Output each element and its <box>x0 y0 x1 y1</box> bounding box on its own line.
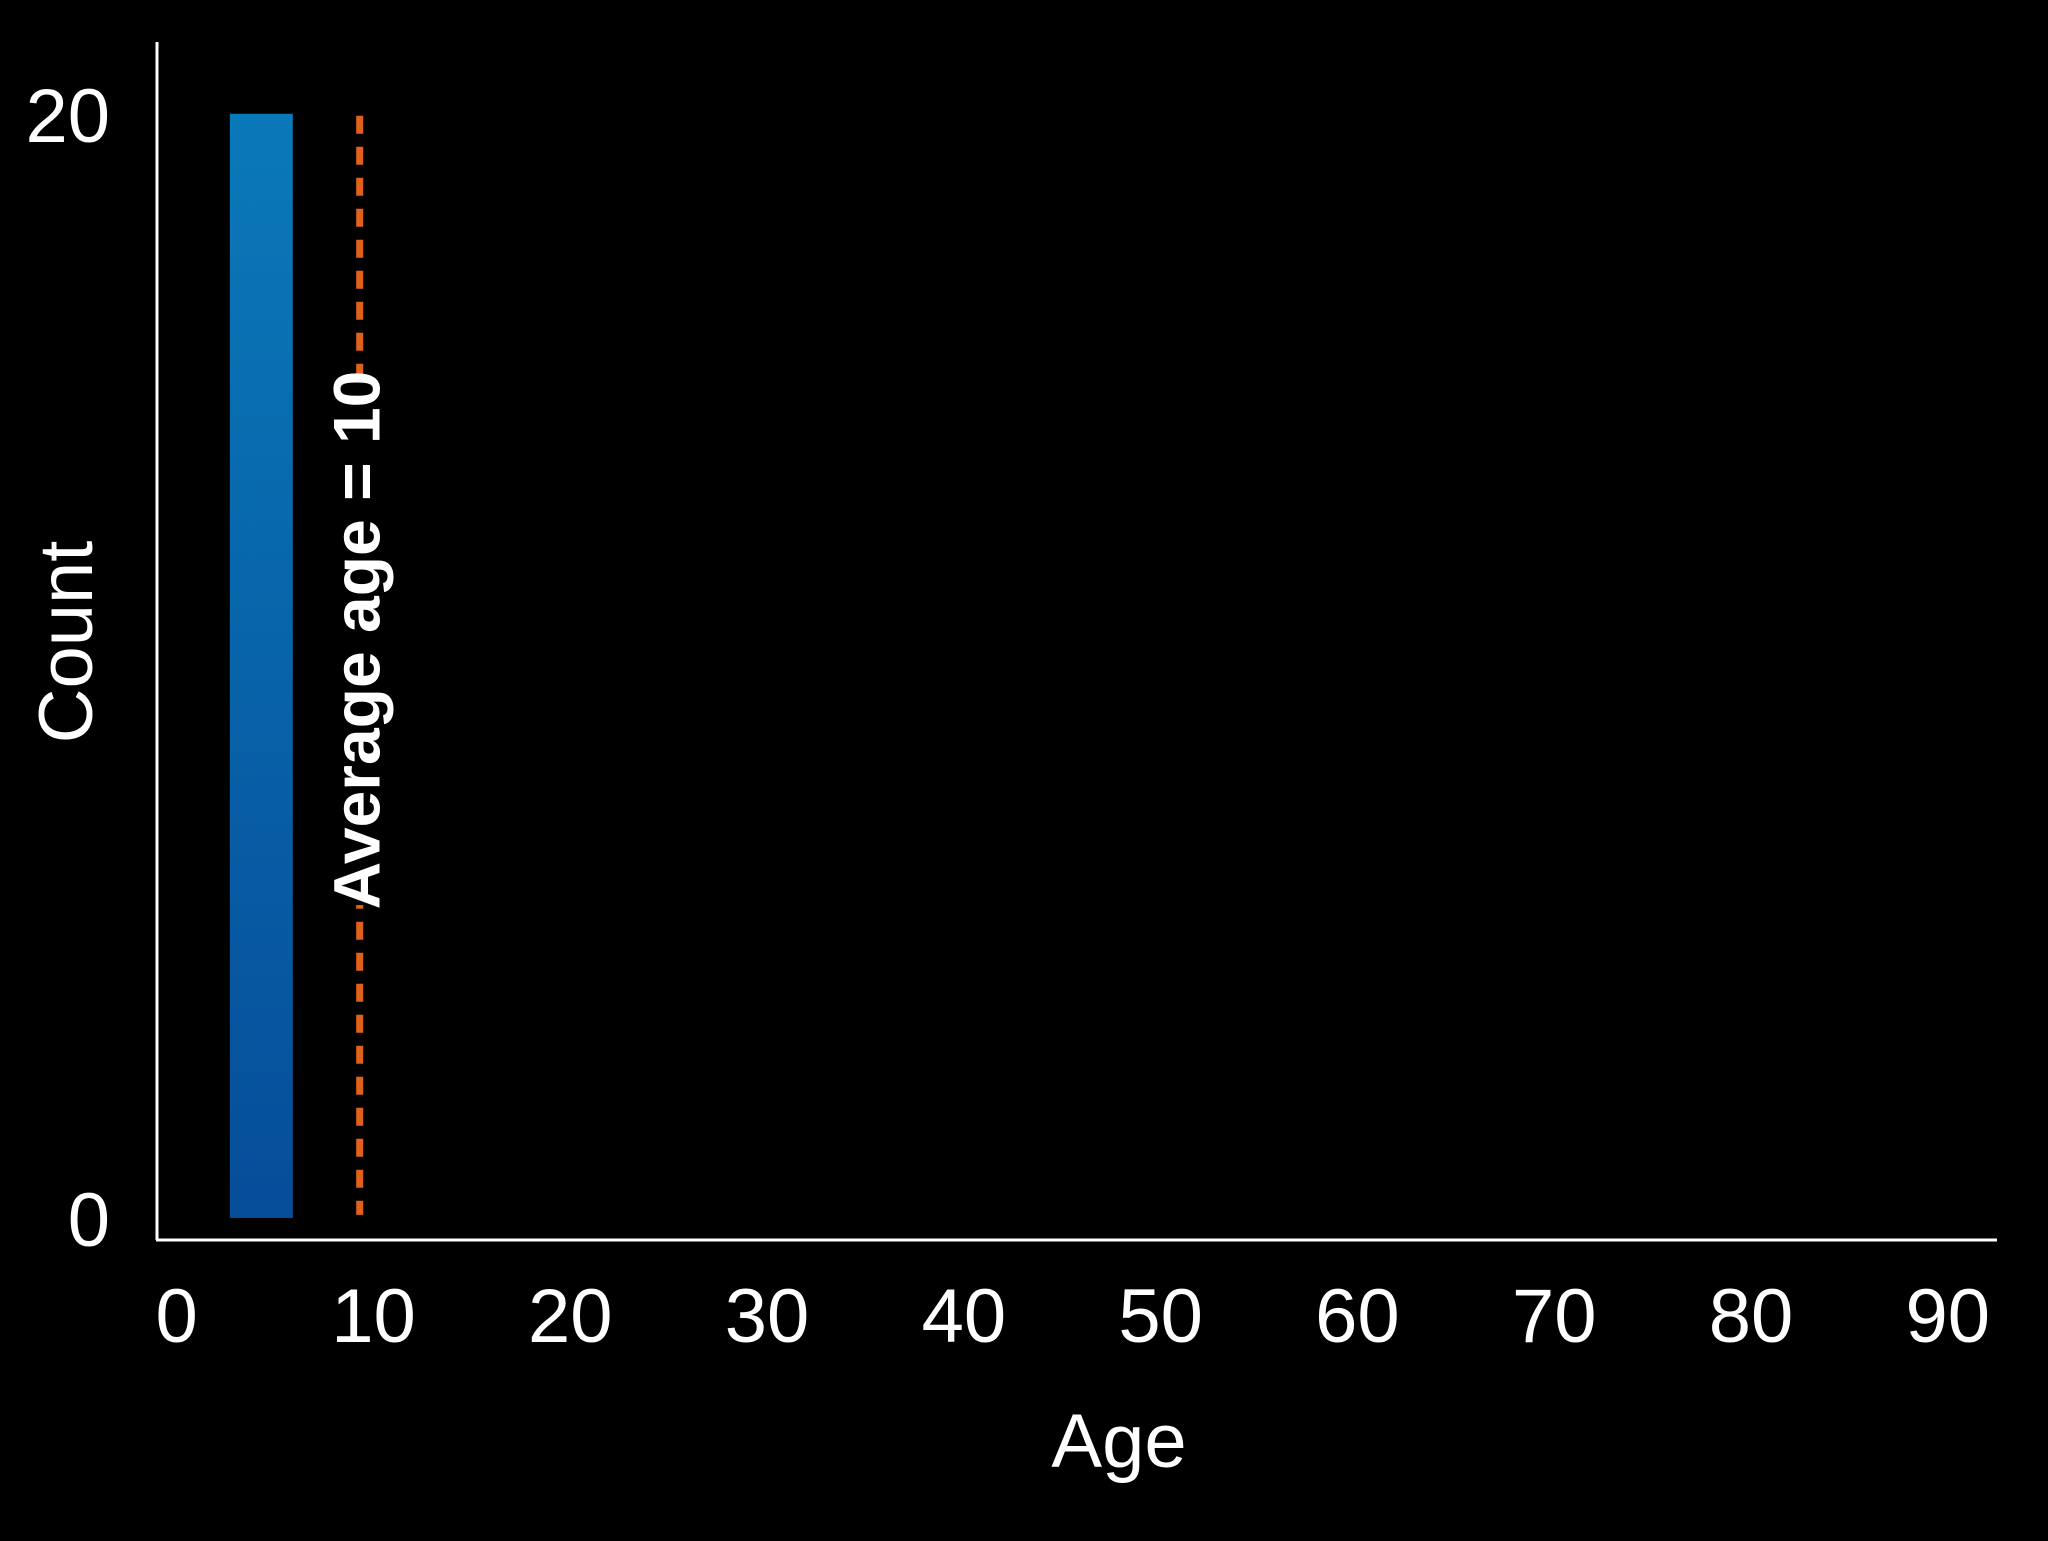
bars-layer <box>229 113 293 1218</box>
average-age-label: Average age = 10 <box>320 371 394 910</box>
histogram-bar <box>229 113 293 1218</box>
x-tick-label: 50 <box>1118 1274 1203 1359</box>
x-tick-label: 20 <box>528 1274 613 1359</box>
x-tick-label: 10 <box>331 1274 416 1359</box>
x-tick-label: 80 <box>1709 1274 1794 1359</box>
x-tick-label: 90 <box>1906 1274 1991 1359</box>
x-tick-label: 0 <box>156 1274 198 1359</box>
y-tick-label: 20 <box>25 74 110 159</box>
x-tick-label: 30 <box>725 1274 810 1359</box>
y-tick-labels: 0 20 <box>25 74 110 1263</box>
y-tick-label: 0 <box>68 1178 110 1263</box>
y-axis-label: Count <box>24 541 109 744</box>
x-tick-label: 40 <box>922 1274 1007 1359</box>
x-tick-labels: 0 10 20 30 40 50 60 70 80 90 <box>156 1274 1991 1359</box>
average-age-label-backing <box>345 380 374 905</box>
x-axis-label: Age <box>1051 1399 1186 1484</box>
x-tick-label: 60 <box>1315 1274 1400 1359</box>
x-tick-label: 70 <box>1512 1274 1597 1359</box>
